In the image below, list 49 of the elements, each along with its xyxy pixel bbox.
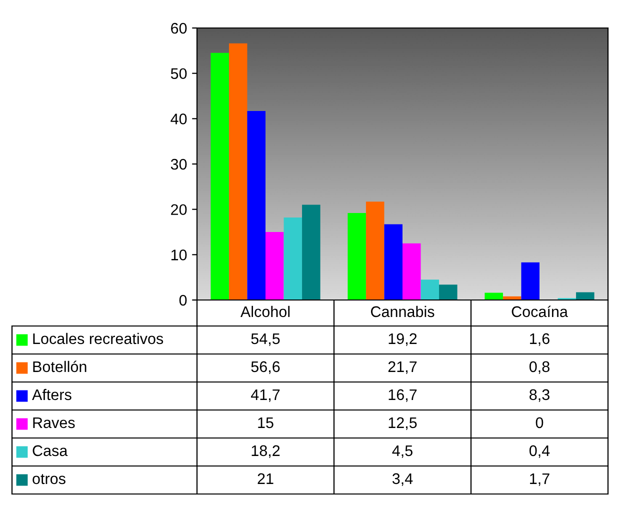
legend-label: Raves <box>33 417 75 428</box>
data-label: 21 <box>258 473 274 484</box>
legend-label: otros <box>32 474 66 484</box>
y-tick-label: 20 <box>171 204 187 216</box>
bar <box>348 212 366 300</box>
data-label: 1,7 <box>530 473 550 486</box>
data-label: 3,4 <box>392 473 413 486</box>
data-label: 16,7 <box>388 389 417 402</box>
legend-label: Locales recreativos <box>33 332 164 344</box>
x-tick-label: Cannabis <box>371 306 434 318</box>
y-tick-label: 60 <box>171 22 187 34</box>
y-tick-label: 0 <box>179 294 187 306</box>
bar <box>210 52 229 300</box>
bar <box>439 284 458 300</box>
bar <box>302 204 320 300</box>
data-label: 0,4 <box>529 445 550 458</box>
legend-label: Casa <box>32 445 68 456</box>
bar <box>247 110 266 300</box>
data-label: 0,8 <box>529 361 550 374</box>
data-label: 12,5 <box>388 417 417 430</box>
bar <box>366 202 384 300</box>
x-tick-label: Cocaína <box>512 306 568 318</box>
data-label: 4,5 <box>392 445 412 458</box>
data-label: 56,6 <box>251 361 280 374</box>
x-tick-label: Alcohol <box>240 306 290 318</box>
legend-label: Botellón <box>33 360 86 372</box>
data-label: 54,5 <box>251 333 280 346</box>
data-label: 0 <box>536 417 544 428</box>
data-label: 21,7 <box>388 361 417 374</box>
bar <box>266 232 284 300</box>
bar <box>402 243 421 300</box>
legend-label: Afters <box>32 388 72 400</box>
data-label: 18,2 <box>252 445 280 458</box>
bar <box>284 217 302 300</box>
y-tick-label: 40 <box>170 114 187 124</box>
data-label: 15 <box>258 417 274 428</box>
data-label: 41,7 <box>250 389 280 402</box>
bar <box>420 280 440 300</box>
bar <box>384 224 402 300</box>
data-label: 8,3 <box>530 389 550 402</box>
y-tick-label: 10 <box>171 250 187 260</box>
bar <box>576 292 594 300</box>
data-label: 19,2 <box>388 333 417 346</box>
data-label: 1,6 <box>530 333 550 346</box>
bar <box>228 43 248 300</box>
y-tick-label: 30 <box>170 158 187 170</box>
bar <box>521 262 540 300</box>
bar <box>484 292 503 300</box>
y-tick-label: 50 <box>170 68 187 80</box>
